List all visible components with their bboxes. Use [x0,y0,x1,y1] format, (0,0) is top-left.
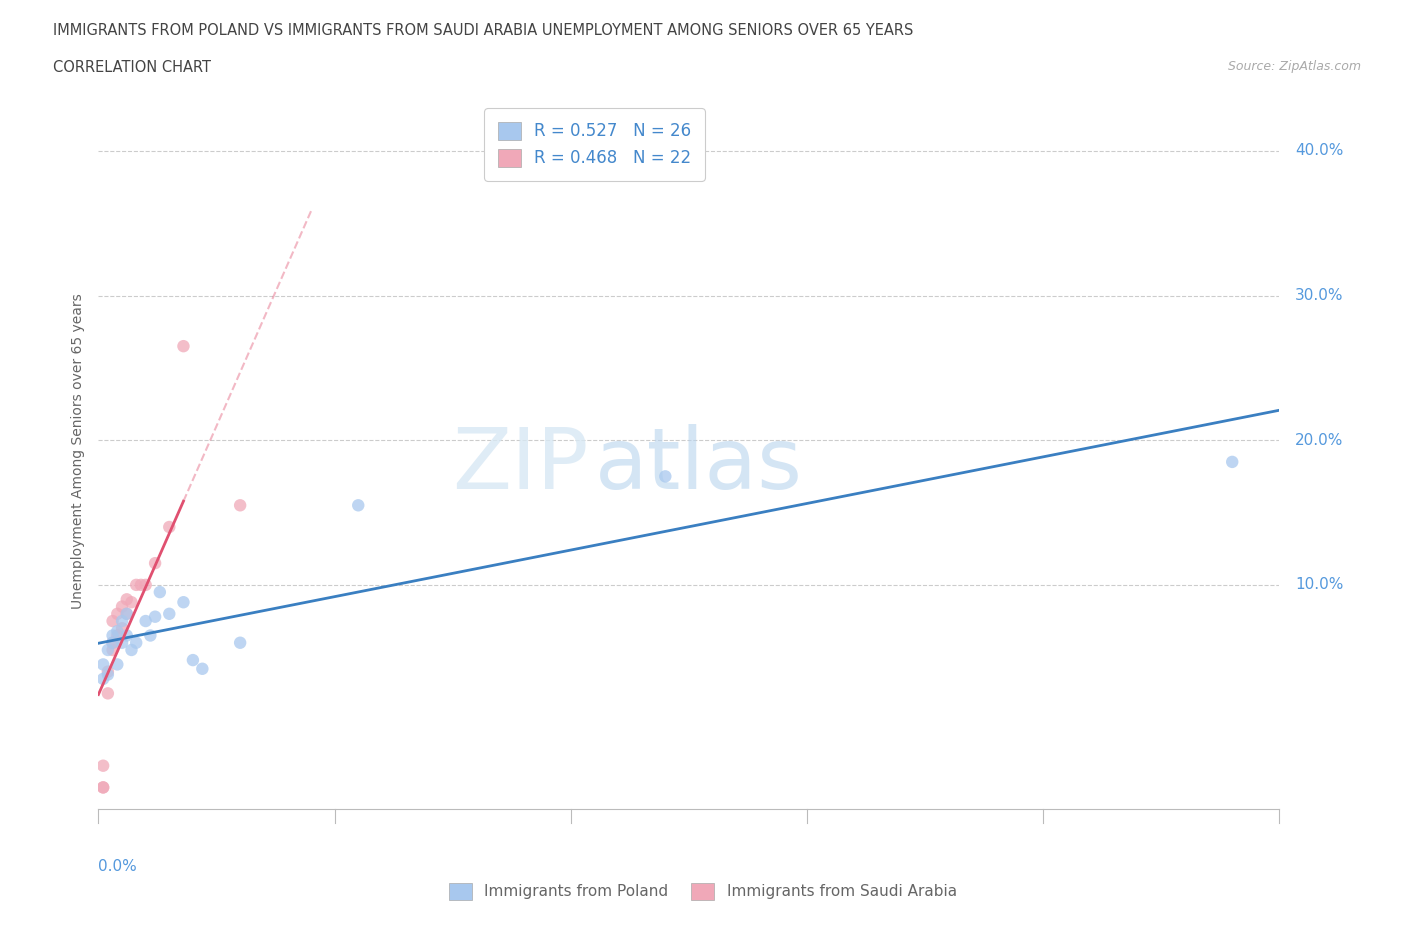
Legend: Immigrants from Poland, Immigrants from Saudi Arabia: Immigrants from Poland, Immigrants from … [443,877,963,906]
Point [97,667,120,682]
Point [101,614,124,629]
Point [101,628,124,643]
Text: 30.0%: 30.0% [1295,288,1343,303]
Point [229,498,252,512]
Point [181,653,204,668]
Point [91,780,114,795]
Text: 20.0%: 20.0% [1295,432,1343,447]
Point [115,591,138,606]
Point [172,339,194,353]
Point [347,498,370,512]
Point [105,657,128,671]
Point [157,520,180,535]
Point [157,606,180,621]
Point [115,628,138,643]
Point [125,635,148,650]
Point [101,643,124,658]
Y-axis label: Unemployment Among Seniors over 65 years: Unemployment Among Seniors over 65 years [70,293,84,609]
Point [101,635,124,650]
Text: 0.0%: 0.0% [98,859,138,874]
Text: 10.0%: 10.0% [1295,578,1343,592]
Point [91,657,114,671]
Point [111,635,134,650]
Point [91,758,114,773]
Point [97,643,120,658]
Point [105,606,128,621]
Point [111,599,134,614]
Point [121,595,143,610]
Text: IMMIGRANTS FROM POLAND VS IMMIGRANTS FROM SAUDI ARABIA UNEMPLOYMENT AMONG SENIOR: IMMIGRANTS FROM POLAND VS IMMIGRANTS FRO… [53,23,914,38]
Point [91,671,114,686]
Point [172,595,194,610]
Point [101,635,124,650]
Point [1220,455,1243,470]
Text: Source: ZipAtlas.com: Source: ZipAtlas.com [1227,60,1361,73]
Point [135,614,157,629]
Point [111,614,134,629]
Point [143,556,166,571]
Text: CORRELATION CHART: CORRELATION CHART [53,60,211,75]
Point [149,585,172,600]
Point [191,661,214,676]
Point [135,578,157,592]
Point [139,628,162,643]
Point [121,643,143,658]
Point [105,624,128,639]
Point [115,606,138,621]
Point [129,578,152,592]
Text: 40.0%: 40.0% [1295,143,1343,158]
Point [105,628,128,643]
Point [111,621,134,636]
Text: atlas: atlas [595,424,803,507]
Legend: R = 0.527   N = 26, R = 0.468   N = 22: R = 0.527 N = 26, R = 0.468 N = 22 [484,109,704,180]
Point [115,606,138,621]
Point [654,469,676,484]
Point [91,780,114,795]
Point [97,686,120,701]
Text: ZIP: ZIP [453,424,589,507]
Point [143,609,166,624]
Point [97,664,120,679]
Point [229,635,252,650]
Point [125,578,148,592]
